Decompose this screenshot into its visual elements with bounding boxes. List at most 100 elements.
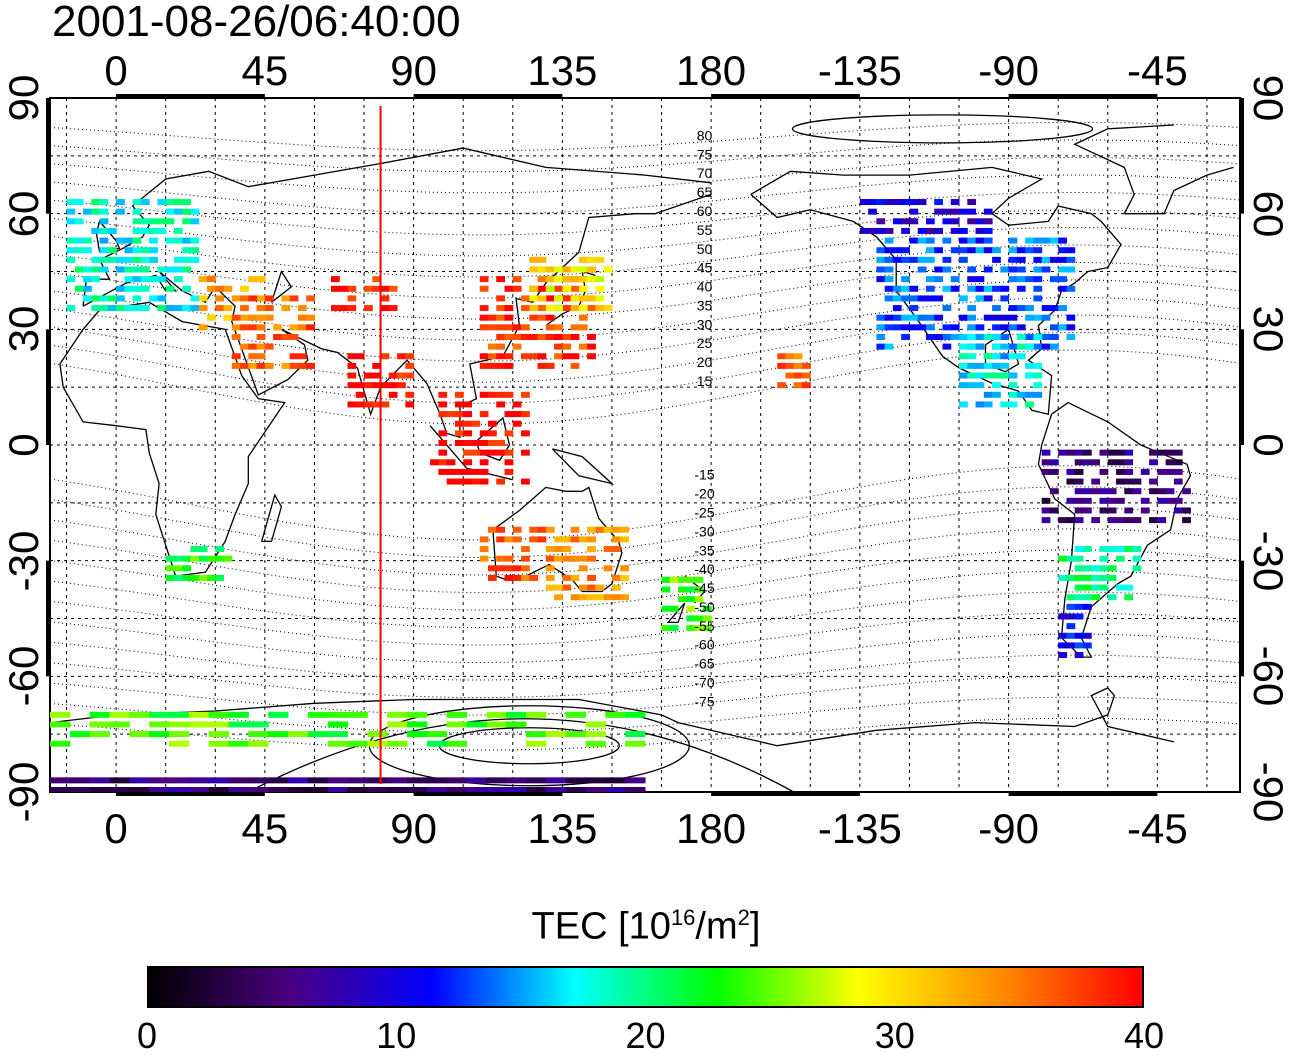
tec-point — [66, 276, 76, 283]
tec-point — [537, 362, 547, 369]
tec-point — [446, 711, 467, 718]
tec-point — [785, 362, 795, 369]
tec-point — [506, 787, 527, 792]
tec-point — [1041, 343, 1051, 350]
tec-point — [438, 401, 448, 408]
contour-label: 50 — [697, 241, 713, 257]
tec-point — [256, 343, 266, 350]
tec-point — [1107, 594, 1117, 601]
tec-point — [1124, 488, 1134, 495]
tec-point — [364, 305, 373, 312]
tec-point — [950, 218, 960, 225]
tec-point — [347, 711, 368, 718]
tec-point — [504, 324, 514, 331]
coastline — [260, 493, 283, 543]
tec-point — [463, 468, 472, 475]
tec-point — [934, 333, 943, 340]
tec-point — [188, 777, 210, 784]
tec-point — [595, 285, 605, 292]
tec-point — [1033, 391, 1043, 398]
tec-point — [173, 565, 183, 572]
tec-point — [182, 199, 191, 206]
tec-point — [1008, 324, 1018, 331]
tec-point — [1025, 305, 1034, 312]
tec-point — [983, 266, 993, 273]
tec-point — [950, 247, 960, 254]
tec-point — [587, 276, 596, 283]
tec-point — [603, 594, 613, 601]
tec-point — [554, 285, 563, 292]
mag-contour — [50, 244, 1240, 299]
tec-point — [405, 353, 415, 360]
tec-point — [578, 594, 588, 601]
tec-point — [545, 777, 567, 784]
tec-point — [1066, 613, 1076, 620]
tec-point — [268, 787, 289, 792]
tec-point — [661, 576, 671, 583]
tec-point — [182, 208, 191, 215]
tec-point — [173, 555, 183, 562]
tec-point — [992, 305, 1001, 312]
tec-point — [248, 731, 269, 738]
tec-point — [570, 324, 580, 331]
tec-point — [487, 430, 497, 437]
tec-point — [107, 295, 117, 302]
tec-point — [504, 468, 514, 475]
tec-point — [1066, 603, 1076, 610]
tec-point — [1140, 468, 1150, 475]
tec-point — [83, 237, 92, 244]
tec-point — [496, 536, 506, 543]
tec-point — [983, 247, 993, 254]
contour-label: -20 — [694, 486, 714, 502]
tec-point — [1074, 584, 1084, 591]
tec-point — [182, 565, 191, 572]
tec-point — [486, 787, 507, 792]
tec-point — [545, 285, 555, 292]
tec-point — [228, 721, 249, 728]
tec-point — [149, 787, 170, 792]
mag-contour — [50, 332, 1240, 404]
longitude-label: -90 — [978, 47, 1039, 94]
tec-point — [347, 382, 357, 389]
tec-point — [157, 199, 167, 206]
tec-point — [545, 295, 555, 302]
tec-point — [603, 305, 613, 312]
tec-point — [884, 343, 894, 350]
tec-point — [578, 324, 588, 331]
tec-point — [512, 565, 522, 572]
contour-label: 45 — [697, 260, 713, 276]
tec-point — [603, 546, 613, 553]
tec-point — [1116, 459, 1125, 466]
tec-point — [397, 372, 406, 379]
tec-point — [132, 218, 142, 225]
tec-point — [1008, 391, 1018, 398]
tec-point — [603, 565, 613, 572]
tec-point — [1058, 652, 1067, 659]
tec-point — [526, 777, 547, 784]
tec-point — [901, 285, 910, 292]
tec-point — [124, 276, 134, 283]
tec-point — [1124, 517, 1134, 524]
tec-point — [1008, 343, 1018, 350]
tec-point — [454, 468, 464, 475]
tec-point — [1066, 468, 1076, 475]
tec-point — [925, 256, 935, 263]
tec-point — [529, 526, 539, 533]
colorbar-tick-label: 0 — [136, 1015, 158, 1056]
mag-contour — [50, 156, 1240, 194]
tec-point — [149, 721, 170, 728]
tec-point — [248, 353, 258, 360]
tec-point — [1049, 459, 1059, 466]
tec-point — [1091, 478, 1101, 485]
tec-point — [992, 391, 1001, 398]
tec-point — [208, 787, 229, 792]
tec-point — [1008, 305, 1018, 312]
tec-point — [1165, 459, 1175, 466]
tec-point — [892, 324, 902, 331]
tec-point — [504, 574, 514, 581]
colorbar-tick-label: 10 — [376, 1015, 417, 1056]
tec-point — [1074, 632, 1084, 639]
tec-point — [578, 295, 588, 302]
tec-point — [892, 218, 902, 225]
tec-point — [215, 305, 225, 312]
